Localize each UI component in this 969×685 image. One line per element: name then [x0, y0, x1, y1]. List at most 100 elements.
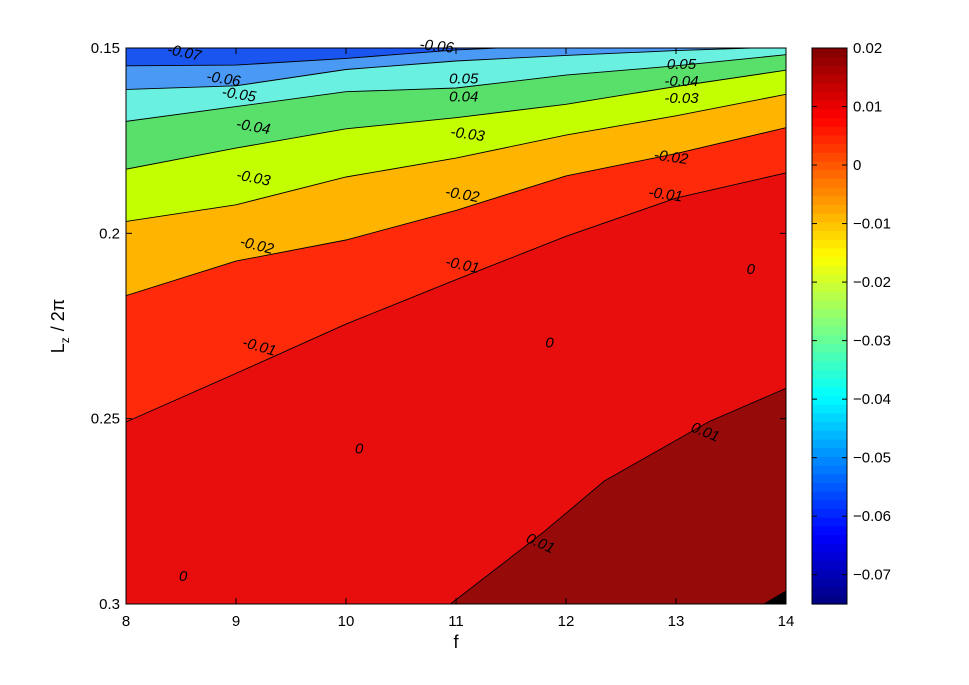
colorbar-segment [812, 169, 847, 179]
contour-labels: -0.07-0.06-0.05-0.04-0.03-0.02-0.010-0.0… [166, 36, 756, 585]
contour-line-0.02 [763, 590, 786, 604]
contour-label: 0 [355, 441, 364, 458]
colorbar-segment [812, 473, 847, 483]
colorbar-segment [812, 508, 847, 518]
colorbar-segment [812, 134, 847, 145]
x-axis-label: f [453, 632, 459, 652]
colorbar-segment [812, 352, 847, 362]
contour-line--0.04 [126, 54, 786, 122]
x-tick-label: 9 [232, 613, 240, 630]
colorbar-segment [812, 412, 847, 423]
colorbar-segment [812, 239, 847, 249]
colorbar-segment [812, 48, 847, 58]
colorbar-segment [812, 221, 847, 232]
contour-bands [126, 48, 786, 604]
colorbar-tick-label: −0.04 [853, 391, 891, 408]
y-axis: 0.15 0.2 0.25 0.3 [91, 40, 786, 613]
contour-label: -0.04 [664, 73, 698, 90]
colorbar-tick-label: 0 [853, 157, 861, 174]
colorbar-segment [812, 438, 847, 449]
contour-label: 0.05 [667, 56, 697, 73]
colorbar-segment [812, 265, 847, 275]
colorbar-tick-label: −0.07 [853, 567, 891, 584]
colorbar-segment [812, 395, 847, 405]
colorbar-ticks: 0.02 0.01 0 −0.01 −0.02 −0.03 −0.04 −0.05 −0.06 −… [812, 40, 891, 584]
contour-line--0.03 [126, 69, 786, 170]
x-tick-label: 8 [122, 613, 130, 630]
colorbar-segment [812, 65, 847, 75]
contour-label: -0.01 [444, 253, 481, 277]
colorbar-segment [812, 326, 847, 336]
colorbar-segment [812, 499, 847, 510]
contour-line-0.01 [450, 387, 786, 604]
colorbar-segment [812, 343, 847, 353]
colorbar-segment [812, 586, 847, 596]
colorbar-segment [812, 577, 847, 588]
contour-label: -0.02 [653, 147, 690, 169]
y-axis-label-main: L [48, 343, 68, 353]
colorbar-segment [812, 369, 847, 379]
colorbar-segment [812, 126, 847, 136]
colorbar-segment [812, 282, 847, 292]
colorbar-segment [812, 525, 847, 536]
contour-label: 0 [545, 334, 554, 351]
colorbar-segment [812, 143, 847, 153]
colorbar-segment [812, 160, 847, 171]
colorbar-segment [812, 595, 847, 605]
colorbar-tick-label: 0.01 [853, 99, 882, 116]
contour-label: -0.07 [166, 41, 204, 65]
colorbar-segment [812, 273, 847, 284]
colorbar-segment [812, 82, 847, 93]
colorbar-segment [812, 178, 847, 188]
colorbar-segment [812, 308, 847, 318]
colorbar-segment [812, 230, 847, 240]
colorbar-segment [812, 447, 847, 457]
x-tick-label: 10 [338, 613, 355, 630]
contour-label: 0 [179, 568, 188, 585]
colorbar-segment [812, 299, 847, 310]
colorbar-segment [812, 117, 847, 127]
colorbar-segment [812, 56, 847, 66]
contour-label: -0.03 [664, 90, 699, 107]
colorbar-segment [812, 482, 847, 492]
contour-label: -0.03 [450, 124, 487, 146]
y-tick-label: 0.3 [99, 596, 120, 613]
colorbar-segment [812, 404, 847, 414]
colorbar-segment [812, 551, 847, 562]
colorbar-segment [812, 291, 847, 301]
contour-line--0.07 [126, 41, 786, 45]
colorbar-segment [812, 569, 847, 579]
contour-label: -0.02 [444, 183, 481, 206]
x-tick-label: 14 [778, 613, 795, 630]
colorbar-segment [812, 456, 847, 466]
colorbar-segment [812, 195, 847, 205]
y-tick-label: 0.25 [91, 411, 120, 428]
x-tick-label: 11 [448, 613, 464, 630]
colorbar-tick-label: −0.03 [853, 333, 891, 350]
colorbar-segment [812, 491, 847, 501]
colorbar-segment [812, 91, 847, 101]
colorbar-segment [812, 378, 847, 388]
colorbar-frame [811, 47, 848, 605]
colorbar-tick-label: −0.02 [853, 274, 891, 291]
contour-lines [126, 41, 786, 604]
y-axis-label-sub: z [58, 337, 72, 343]
contour-line--0.02 [126, 93, 786, 222]
contour-label: -0.06 [419, 36, 455, 57]
colorbar-segment [812, 187, 847, 197]
colorbar-segment [812, 334, 847, 344]
y-tick-label: 0.15 [91, 40, 120, 57]
contour-line--0.01 [126, 127, 786, 297]
contour-label: -0.04 [235, 116, 272, 139]
contour-line-0 [126, 172, 786, 423]
y-tick-label: 0.2 [99, 225, 120, 242]
colorbar-segment [812, 430, 847, 440]
colorbar-segment [812, 560, 847, 570]
contour-label: -0.05 [221, 84, 258, 106]
colorbar [812, 48, 847, 605]
svg-text:Lz/ 2π: Lz / 2π [48, 299, 72, 353]
colorbar-segment [812, 204, 847, 214]
colorbar-segment [812, 317, 847, 327]
